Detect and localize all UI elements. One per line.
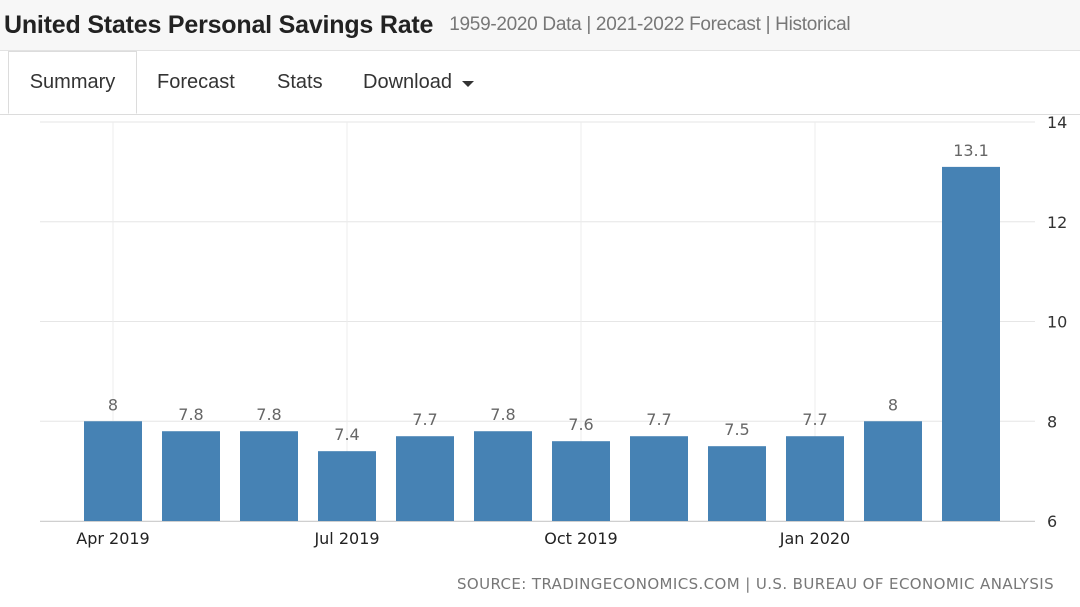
y-tick-label: 14	[1047, 113, 1067, 132]
data-label: 7.7	[802, 410, 827, 429]
page-title: United States Personal Savings Rate	[4, 10, 434, 39]
page-header: United States Personal Savings Rate 1959…	[0, 0, 1080, 51]
bar	[396, 436, 454, 521]
tab-forecast[interactable]: Forecast	[157, 51, 235, 114]
data-label: 8	[108, 395, 118, 414]
bar	[474, 431, 532, 521]
tab-stats-label: Stats	[277, 71, 323, 93]
x-tick-label: Jul 2019	[313, 529, 379, 548]
y-tick-label: 6	[1047, 512, 1057, 531]
y-tick-label: 10	[1047, 313, 1067, 332]
bar	[708, 446, 766, 521]
bar	[162, 431, 220, 521]
y-tick-label: 12	[1047, 213, 1067, 232]
bar	[84, 421, 142, 521]
data-label: 13.1	[953, 141, 989, 160]
bar	[240, 431, 298, 521]
data-label: 7.7	[412, 410, 437, 429]
x-tick-label: Apr 2019	[76, 529, 149, 548]
data-label: 7.7	[646, 410, 671, 429]
source-note: SOURCE: TRADINGECONOMICS.COM | U.S. BURE…	[456, 575, 1054, 593]
x-tick-label: Oct 2019	[544, 529, 617, 548]
data-label: 7.8	[490, 405, 515, 424]
chevron-down-icon	[461, 80, 474, 87]
page-subtitle: 1959-2020 Data | 2021-2022 Forecast | Hi…	[449, 14, 851, 35]
tab-download[interactable]: Download	[363, 51, 474, 114]
data-label: 8	[888, 395, 898, 414]
data-label: 7.4	[334, 425, 359, 444]
tab-bar: Summary Forecast Stats Download	[0, 51, 1080, 115]
data-label: 7.8	[178, 405, 203, 424]
data-label: 7.5	[724, 420, 749, 439]
bar	[864, 421, 922, 521]
bar	[318, 451, 376, 521]
x-tick-label: Jan 2020	[779, 529, 850, 548]
tab-stats[interactable]: Stats	[277, 51, 323, 114]
tab-download-label: Download	[363, 71, 452, 93]
data-label: 7.6	[568, 415, 593, 434]
data-label: 7.8	[256, 405, 281, 424]
y-tick-label: 8	[1047, 412, 1057, 431]
tab-summary-label: Summary	[29, 71, 116, 93]
bar	[786, 436, 844, 521]
tab-forecast-label: Forecast	[157, 71, 235, 93]
bar	[630, 436, 688, 521]
tab-summary[interactable]: Summary	[8, 51, 137, 114]
bar	[552, 441, 610, 521]
bar	[942, 166, 1000, 521]
